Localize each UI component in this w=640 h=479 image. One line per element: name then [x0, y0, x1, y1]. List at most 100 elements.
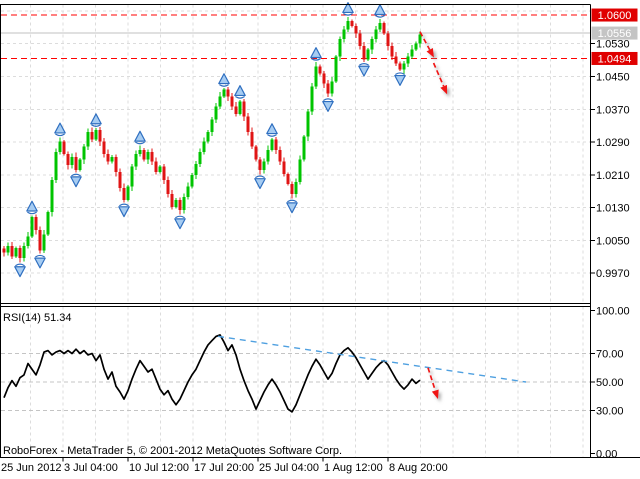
candle-body	[202, 141, 206, 152]
candle-body	[98, 129, 102, 142]
candle-body	[54, 151, 58, 180]
fractal-up-icon	[342, 2, 354, 16]
candle-body	[162, 166, 166, 180]
candle-body	[166, 179, 170, 195]
fractal-markers	[14, 2, 406, 278]
fractal-up-icon	[90, 113, 102, 127]
candle-body	[334, 56, 338, 82]
candle-body	[318, 66, 322, 74]
candle-body	[398, 63, 402, 70]
fractal-down-icon	[394, 72, 406, 86]
candle-body	[306, 111, 310, 137]
price-axis-box-label: 1.0600	[598, 10, 632, 22]
time-axis-label: 17 Jul 20:00	[194, 462, 254, 474]
candle-body	[314, 66, 318, 87]
candle-body	[130, 166, 134, 187]
candle-body	[78, 159, 82, 170]
price-axis-label: 1.0450	[596, 72, 630, 84]
time-axis-label: 25 Jun 2012	[1, 462, 62, 474]
candle-body	[122, 187, 126, 200]
fractal-up-icon	[266, 123, 278, 137]
candle-body	[210, 119, 214, 132]
candle-body	[346, 21, 350, 30]
candle-body	[74, 156, 78, 170]
rsi-line	[3, 334, 421, 413]
candle-body	[82, 146, 86, 160]
price-axis-box	[591, 8, 638, 22]
candle-body	[262, 161, 266, 170]
candle-body	[2, 248, 6, 253]
candle-body	[322, 73, 326, 84]
price-axis-box	[591, 26, 638, 40]
gridlines	[1, 4, 591, 458]
candle-body	[254, 146, 258, 160]
candle-body	[174, 199, 178, 207]
rsi-forecast-arrow[interactable]	[427, 367, 439, 400]
candle-body	[294, 181, 298, 195]
candle-body	[350, 21, 354, 27]
time-axis: 25 Jun 2012 3 Jul 04:00 10 Jul 12:00 17 Jul…	[1, 457, 448, 474]
candle-body	[118, 171, 122, 188]
candle-body	[94, 129, 98, 140]
candle-body	[14, 248, 18, 257]
fractal-down-icon	[358, 62, 370, 77]
price-axis-label: 1.0290	[596, 137, 630, 149]
candle-body	[142, 149, 146, 160]
candle-body	[330, 81, 334, 94]
candle-body	[414, 43, 418, 50]
forecast-arrow[interactable]	[432, 62, 448, 95]
fractal-up-icon	[134, 130, 146, 145]
candle-body	[382, 23, 386, 34]
candle-body	[410, 49, 414, 57]
candle-body	[394, 56, 398, 64]
candle-body	[402, 63, 406, 70]
price-axis-box-label: 1.0494	[598, 53, 632, 65]
candle-body	[354, 26, 358, 34]
candle-body	[266, 149, 270, 162]
rsi-axis-label: 70.00	[596, 348, 624, 360]
candle-body	[366, 49, 370, 60]
candle-body	[182, 196, 186, 211]
candle-body	[338, 39, 342, 57]
candle-body	[90, 131, 94, 140]
candle-body	[218, 96, 222, 107]
candle-body	[298, 159, 302, 182]
candle-body	[238, 101, 242, 114]
candle-body	[134, 153, 138, 167]
candle-body	[190, 174, 194, 187]
candle-body	[46, 212, 50, 235]
candle-body	[18, 248, 22, 259]
candle-body	[302, 136, 306, 160]
price-axis-label: 0.9970	[596, 268, 630, 280]
candle-body	[310, 86, 314, 112]
candle-body	[206, 131, 210, 142]
candle-body	[34, 217, 38, 231]
time-axis-label: 3 Jul 04:00	[64, 462, 118, 474]
candle-body	[418, 34, 422, 44]
candle-body	[154, 161, 158, 172]
candle-body	[370, 39, 374, 50]
candle-body	[146, 151, 150, 160]
fractal-up-icon	[234, 85, 246, 99]
candle-body	[378, 23, 382, 30]
candle-body	[326, 83, 330, 94]
price-axis-label: 1.0130	[596, 203, 630, 215]
fractal-down-icon	[322, 98, 334, 112]
forecast-arrow[interactable]	[419, 31, 434, 58]
fractal-up-icon	[310, 47, 322, 61]
candle-body	[158, 166, 162, 172]
candle-body	[226, 89, 230, 97]
candle-body	[114, 156, 118, 172]
rsi-indicator-label: RSI(14) 51.34	[3, 312, 71, 324]
candle-body	[22, 246, 26, 259]
candle-body	[362, 46, 366, 60]
rsi-axis-label: 100.00	[596, 306, 630, 318]
rsi-axis-label: 50.00	[596, 377, 624, 389]
rsi-trendline[interactable]	[217, 335, 527, 383]
rsi-axis-label: 30.00	[596, 406, 624, 418]
price-axis-label: 1.0370	[596, 104, 630, 116]
price-axis-box-label: 1.0556	[598, 28, 632, 40]
candle-body	[62, 141, 66, 154]
